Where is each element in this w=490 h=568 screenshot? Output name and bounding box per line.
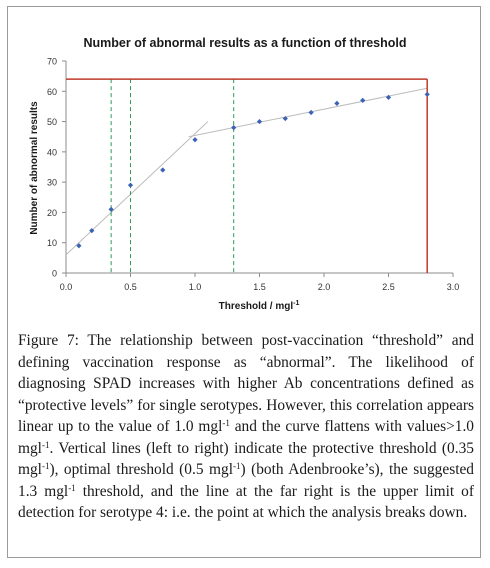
- chart: Number of abnormal results as a function…: [29, 36, 459, 312]
- x-tick-label: 0.0: [60, 282, 73, 292]
- x-tick-label: 1.5: [253, 282, 266, 292]
- caption-label: Figure 7:: [18, 332, 79, 349]
- caption-superscript: -1: [232, 461, 241, 471]
- caption-text: ) (both Adenbrooke’s), the suggested 1.3…: [18, 461, 474, 500]
- caption-superscript: -1: [41, 439, 50, 450]
- threshold-lines: [110, 79, 235, 273]
- axes: [62, 60, 454, 277]
- caption-superscript: -1: [222, 418, 230, 428]
- caption-text: ), optimal threshold (0.5 mgl: [49, 461, 233, 478]
- y-tick-label: 30: [47, 178, 57, 188]
- figure-frame: [7, 6, 481, 558]
- data-point: [424, 91, 430, 97]
- y-tick-label: 60: [47, 87, 57, 97]
- y-tick-label: 40: [47, 147, 57, 157]
- y-tick-label: 0: [52, 269, 57, 279]
- x-axis-label: Threshold / mgl-1: [219, 300, 300, 312]
- x-tick-label: 2.5: [382, 282, 395, 292]
- caption-superscript: -1: [41, 461, 50, 471]
- data-point: [385, 94, 392, 100]
- x-axis-label-text: Threshold / mgl: [219, 301, 294, 312]
- caption-superscript: -1: [68, 482, 76, 493]
- data-point: [192, 137, 198, 143]
- data-points: [76, 91, 430, 249]
- data-point: [108, 206, 114, 212]
- x-tick-label: 0.5: [124, 282, 137, 292]
- trend-line: [188, 87, 428, 138]
- data-point: [127, 182, 134, 188]
- data-point: [360, 97, 366, 103]
- y-tick-label: 20: [47, 208, 57, 218]
- tick-labels: 0 10 20 30 40 50 60 70 0.0 0.5 1.0 1.5 2.0 2.5 3.0: [47, 57, 459, 293]
- trend-line: [65, 121, 209, 256]
- detection-limit-line: [66, 78, 428, 273]
- caption-text: The relationship between post-vaccinatio…: [18, 332, 474, 435]
- chart-title: Number of abnormal results as a function…: [84, 36, 407, 50]
- x-tick-label: 3.0: [447, 282, 460, 292]
- y-axis-label: Number of abnormal results: [29, 101, 40, 235]
- caption-text: . Vertical lines (left to right) indicat…: [18, 439, 474, 479]
- x-tick-label: 1.0: [189, 282, 202, 292]
- y-tick-label: 50: [47, 117, 57, 127]
- figure-caption: Figure 7: The relationship between post-…: [18, 330, 474, 524]
- x-axis-label-sup: -1: [293, 300, 299, 307]
- caption-paragraph: Figure 7: The relationship between post-…: [18, 330, 474, 524]
- caption-text: threshold, and the line at the far right…: [18, 482, 474, 522]
- data-point: [256, 118, 263, 125]
- data-point: [231, 125, 237, 131]
- x-tick-label: 2.0: [318, 282, 331, 292]
- y-tick-label: 10: [47, 238, 57, 248]
- data-point: [334, 100, 340, 106]
- y-tick-label: 70: [47, 57, 57, 67]
- data-point: [282, 115, 288, 122]
- caption-text: and the curve flattens with values>1.0 m…: [18, 418, 475, 457]
- data-point: [308, 109, 314, 116]
- data-point: [89, 228, 95, 234]
- trend-lines: [65, 87, 428, 256]
- data-point: [76, 243, 82, 249]
- data-point: [160, 167, 166, 173]
